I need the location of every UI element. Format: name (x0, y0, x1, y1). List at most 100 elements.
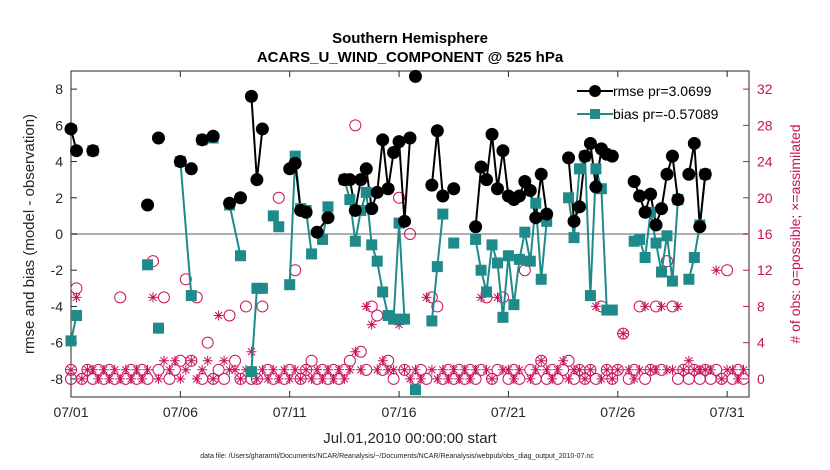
assimilated-obs-marker (590, 301, 601, 312)
y-axis-label: rmse and bias (model - observation) (21, 114, 38, 354)
x-tick-label: 07/16 (382, 404, 417, 420)
assimilated-obs-marker (629, 373, 640, 384)
assimilated-obs-marker (503, 364, 514, 375)
bias-point (448, 237, 460, 249)
y2-tick-label: 28 (757, 117, 773, 133)
rmse-point (469, 220, 483, 234)
possible-obs-marker (535, 354, 548, 367)
bias-point (366, 239, 378, 251)
assimilated-obs-marker (465, 373, 476, 384)
bias-point (491, 257, 503, 269)
assimilated-obs-marker (558, 355, 569, 366)
assimilated-obs-marker (115, 373, 126, 384)
y-tick-label: -8 (51, 371, 64, 387)
rmse-point (523, 184, 537, 198)
rmse-point (638, 205, 652, 219)
data-file-footnote: data file: /Users/gharamti/Documents/NCA… (200, 453, 594, 460)
assimilated-obs-marker (213, 310, 224, 321)
bias-point (497, 311, 509, 323)
possible-obs-marker (239, 300, 252, 313)
y2-tick-label: 8 (757, 298, 765, 314)
rmse-point (644, 187, 658, 201)
assimilated-obs-marker (197, 364, 208, 375)
y2-tick-label: 16 (757, 226, 773, 242)
assimilated-obs-marker (350, 346, 361, 357)
rmse-point (534, 167, 548, 181)
bias-point (656, 266, 668, 278)
rmse-point (206, 129, 220, 143)
assimilated-obs-marker (694, 364, 705, 375)
bias-point (437, 208, 449, 220)
rmse-point (348, 203, 362, 217)
assimilated-obs-marker (131, 364, 142, 375)
assimilated-obs-marker (366, 319, 377, 330)
rmse-point (392, 135, 406, 149)
assimilated-obs-marker (388, 364, 399, 375)
bias-point (306, 248, 318, 260)
assimilated-obs-marker (148, 292, 158, 303)
assimilated-obs-marker (317, 373, 328, 384)
assimilated-obs-marker (569, 364, 579, 375)
assimilated-obs-marker (716, 373, 727, 384)
assimilated-obs-marker (306, 373, 317, 384)
assimilated-obs-marker (525, 373, 536, 384)
assimilated-obs-marker (339, 373, 350, 384)
assimilated-obs-marker (312, 364, 322, 375)
bias-point (683, 273, 695, 285)
bias-point (289, 150, 301, 162)
bias-point (470, 233, 482, 245)
y2-tick-label: 24 (757, 154, 773, 170)
y-tick-label: -6 (51, 335, 64, 351)
assimilated-obs-marker (580, 373, 590, 384)
bias-point (322, 201, 334, 213)
rmse-point (567, 214, 581, 228)
rmse-point (387, 146, 401, 159)
assimilated-obs-marker (137, 373, 148, 384)
assimilated-obs-marker (733, 373, 744, 384)
possible-obs-marker (157, 291, 170, 304)
possible-obs-marker (349, 119, 362, 132)
assimilated-obs-marker (459, 364, 470, 375)
series-markers (64, 69, 712, 396)
assimilated-obs-marker (66, 364, 76, 375)
bias-point (634, 233, 646, 245)
assimilated-obs-marker (180, 364, 191, 375)
possible-obs-marker (300, 363, 313, 376)
assimilated-obs-marker (722, 364, 733, 375)
assimilated-obs-marker (645, 364, 656, 375)
rmse-point (430, 124, 444, 138)
chart-subtitle: ACARS_U_WIND_COMPONENT @ 525 hPa (257, 49, 564, 66)
possible-obs-marker (305, 354, 318, 367)
rmse-point (244, 89, 258, 103)
assimilated-obs-marker (508, 373, 519, 384)
assimilated-obs-marker (426, 364, 437, 375)
rmse-point (299, 205, 313, 219)
assimilated-obs-marker (563, 373, 574, 384)
assimilated-obs-marker (383, 364, 394, 375)
assimilated-obs-marker (142, 364, 153, 375)
bias-point (606, 304, 618, 316)
rmse-point (436, 189, 450, 203)
assimilated-obs-marker (328, 373, 339, 384)
possible-obs-marker (404, 228, 416, 240)
y2-tick-label: 20 (757, 190, 773, 206)
rmse-point (687, 136, 701, 150)
bias-point (530, 197, 542, 209)
bias-point (666, 275, 678, 287)
bias-point (650, 237, 662, 249)
x-tick-label: 07/31 (710, 404, 745, 420)
assimilated-obs-marker (169, 355, 180, 366)
possible-obs-marker (398, 363, 411, 376)
assimilated-obs-marker (251, 373, 262, 384)
assimilated-obs-marker (547, 373, 558, 384)
rmse-point (698, 167, 712, 181)
bias-point (399, 313, 411, 325)
assimilated-obs-marker (262, 373, 273, 384)
bias-point (273, 221, 285, 233)
y2-tick-label: 0 (757, 371, 765, 387)
assimilated-obs-marker (230, 364, 240, 375)
bias-point (541, 215, 553, 227)
possible-obs-marker (272, 191, 285, 204)
rmse-point (365, 202, 379, 216)
rmse-point (403, 131, 417, 145)
